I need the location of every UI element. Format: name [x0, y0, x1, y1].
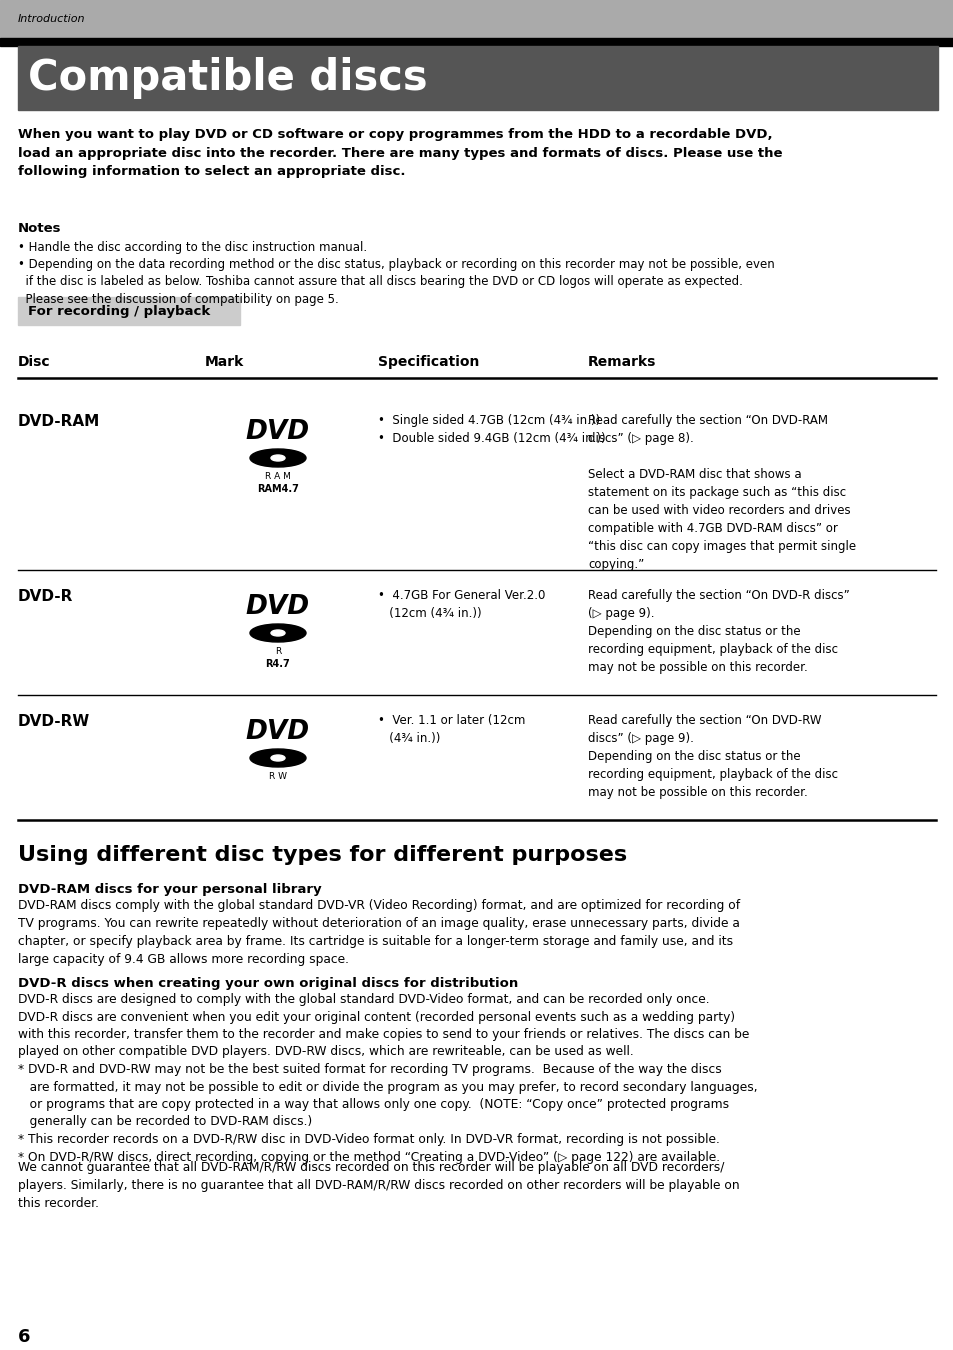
Text: R: R — [274, 647, 281, 656]
Text: When you want to play DVD or CD software or copy programmes from the HDD to a re: When you want to play DVD or CD software… — [18, 128, 781, 178]
Text: •  4.7GB For General Ver.2.0
   (12cm (4¾ in.)): • 4.7GB For General Ver.2.0 (12cm (4¾ in… — [377, 589, 545, 620]
Bar — [18, 297, 240, 325]
Text: DVD-RAM: DVD-RAM — [18, 414, 100, 429]
Text: Read carefully the section “On DVD-R discs”
(▷ page 9).
Depending on the disc st: Read carefully the section “On DVD-R dis… — [587, 589, 849, 674]
Ellipse shape — [271, 455, 285, 460]
Text: DVD-R: DVD-R — [18, 589, 73, 603]
Text: Introduction: Introduction — [18, 14, 86, 24]
Text: DVD: DVD — [246, 418, 310, 446]
Text: Disc: Disc — [18, 355, 51, 369]
Text: RAM4.7: RAM4.7 — [256, 485, 298, 494]
Ellipse shape — [250, 749, 306, 767]
Text: R A M: R A M — [265, 472, 291, 481]
Ellipse shape — [271, 630, 285, 636]
Text: Compatible discs: Compatible discs — [28, 57, 427, 99]
Text: • Depending on the data recording method or the disc status, playback or recordi: • Depending on the data recording method… — [18, 258, 774, 306]
Text: Notes: Notes — [18, 221, 61, 235]
Text: •  Ver. 1.1 or later (12cm
   (4¾ in.)): • Ver. 1.1 or later (12cm (4¾ in.)) — [377, 714, 525, 745]
Text: We cannot guarantee that all DVD-RAM/R/RW discs recorded on this recorder will b: We cannot guarantee that all DVD-RAM/R/R… — [18, 1161, 739, 1210]
Text: DVD-RAM discs for your personal library: DVD-RAM discs for your personal library — [18, 883, 321, 896]
Bar — [0, 38, 953, 46]
Text: R W: R W — [269, 772, 287, 782]
Text: DVD-R discs when creating your own original discs for distribution: DVD-R discs when creating your own origi… — [18, 977, 517, 990]
Ellipse shape — [250, 624, 306, 643]
Text: •  Single sided 4.7GB (12cm (4¾ in.))
•  Double sided 9.4GB (12cm (4¾ in.)): • Single sided 4.7GB (12cm (4¾ in.)) • D… — [377, 414, 605, 446]
Text: Using different disc types for different purposes: Using different disc types for different… — [18, 845, 626, 865]
Text: Specification: Specification — [377, 355, 478, 369]
Ellipse shape — [271, 755, 285, 761]
Text: DVD: DVD — [246, 594, 310, 620]
Bar — [0, 0, 953, 38]
Text: DVD-RW: DVD-RW — [18, 714, 91, 729]
Text: Mark: Mark — [205, 355, 244, 369]
Text: • Handle the disc according to the disc instruction manual.: • Handle the disc according to the disc … — [18, 242, 367, 254]
Text: Remarks: Remarks — [587, 355, 656, 369]
Text: For recording / playback: For recording / playback — [28, 305, 210, 317]
Ellipse shape — [250, 450, 306, 467]
Bar — [18, 46, 937, 109]
Text: DVD-R discs are designed to comply with the global standard DVD-Video format, an: DVD-R discs are designed to comply with … — [18, 994, 757, 1164]
Text: Read carefully the section “On DVD-RW
discs” (▷ page 9).
Depending on the disc s: Read carefully the section “On DVD-RW di… — [587, 714, 837, 799]
Text: DVD: DVD — [246, 720, 310, 745]
Text: DVD-RAM discs comply with the global standard DVD-VR (Video Recording) format, a: DVD-RAM discs comply with the global sta… — [18, 899, 740, 967]
Text: 6: 6 — [18, 1328, 30, 1346]
Text: Read carefully the section “On DVD-RAM
discs” (▷ page 8).

Select a DVD-RAM disc: Read carefully the section “On DVD-RAM d… — [587, 414, 855, 571]
Text: R4.7: R4.7 — [265, 659, 290, 670]
